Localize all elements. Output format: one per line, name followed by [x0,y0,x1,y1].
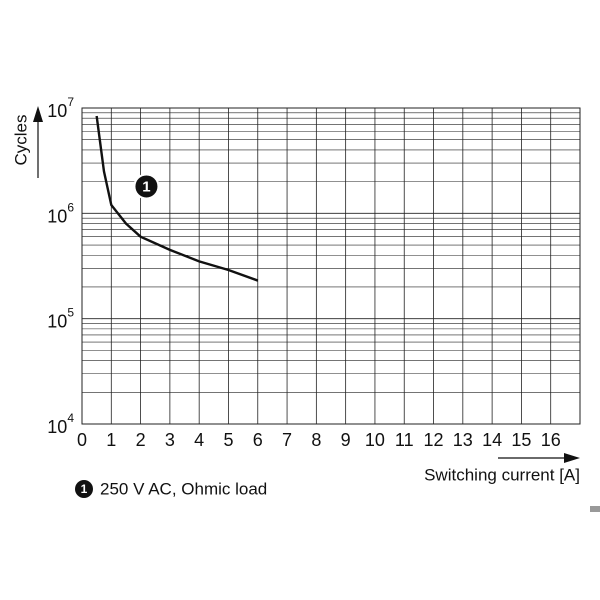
legend-label: 250 V AC, Ohmic load [100,479,267,498]
y-axis-arrowhead [33,106,43,122]
x-tick-label: 9 [341,430,351,450]
y-tick-label: 104 [47,411,74,437]
x-tick-label: 14 [482,430,502,450]
x-tick-label: 13 [453,430,473,450]
y-tick-base: 10 [47,417,67,437]
y-tick-base: 10 [47,206,67,226]
y-tick-base: 10 [47,101,67,121]
annotation-badge [133,173,160,200]
x-tick-label: 3 [165,430,175,450]
y-tick-exponent: 6 [67,201,74,215]
y-tick-exponent: 7 [67,95,74,109]
y-tick-label: 106 [47,201,74,227]
edge-mark [590,506,600,512]
x-tick-label: 11 [395,430,414,450]
line-series [95,115,259,282]
x-tick-label: 2 [136,430,146,450]
y-axis-label: Cycles [11,114,30,165]
x-tick-label: 16 [541,430,561,450]
x-tick-label: 12 [424,430,444,450]
x-axis-label: Switching current [A] [424,465,580,484]
y-tick-label: 107 [47,95,74,121]
x-tick-label: 6 [253,430,263,450]
y-tick-label: 105 [47,306,74,332]
y-tick-exponent: 5 [67,306,74,320]
x-tick-label: 10 [365,430,385,450]
annotation-label: 1 [142,178,150,195]
x-tick-label: 8 [311,430,321,450]
x-tick-label: 5 [223,430,233,450]
x-tick-label: 4 [194,430,204,450]
legend-badge [75,480,93,498]
y-tick-exponent: 4 [67,411,74,425]
y-tick-base: 10 [47,311,67,331]
x-tick-label: 7 [282,430,292,450]
plot-frame [81,107,581,425]
x-axis-arrowhead [564,453,580,463]
x-tick-label: 0 [77,430,87,450]
x-tick-label: 1 [106,430,116,450]
legend-badge-label: 1 [81,482,88,496]
x-tick-label: 15 [511,430,531,450]
